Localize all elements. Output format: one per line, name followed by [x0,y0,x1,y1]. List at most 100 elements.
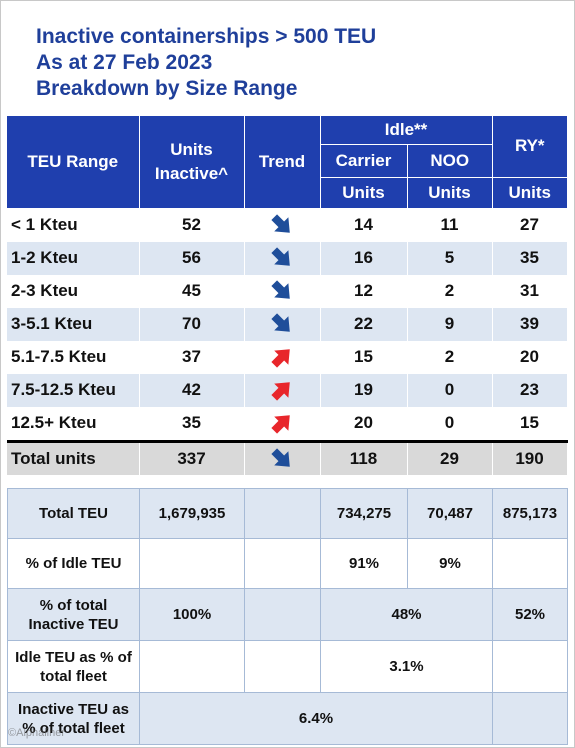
summary-row-pct-idle: % of Idle TEU 91% 9% [7,538,568,589]
pct-idle-empty-2 [244,538,321,589]
table-row: 2-3 Kteu 45 12 2 31 [7,274,568,308]
summary-row-total-teu: Total TEU 1,679,935 734,275 70,487 875,1… [7,488,568,539]
cell-trend [244,406,321,441]
header-noo-units: Units [407,177,493,209]
header-units-line1: Units [170,139,213,159]
inactive-pct-fleet-label-2: % of total fleet [22,719,125,737]
inactive-pct-fleet-label-1: Inactive TEU as [18,700,129,718]
summary-table: Total TEU 1,679,935 734,275 70,487 875,1… [7,488,568,745]
cell-carrier: 12 [320,274,408,308]
pct-total-inactive-idle: 48% [320,588,493,641]
idle-pct-fleet-label: Idle TEU as % of total fleet [7,640,140,693]
cell-trend [244,307,321,341]
pct-idle-label: % of Idle TEU [7,538,140,589]
cell-trend [244,373,321,407]
cell-range: 5.1-7.5 Kteu [7,340,140,374]
idle-pct-fleet-label-1: Idle TEU as % of [15,648,132,666]
title-line-2: As at 27 Feb 2023 [36,51,213,74]
total-units: 337 [139,439,245,475]
cell-noo: 0 [407,406,493,441]
cell-noo: 9 [407,307,493,341]
table-row: 12.5+ Kteu 35 20 0 15 [7,406,568,441]
cell-carrier: 19 [320,373,408,407]
cell-carrier: 16 [320,241,408,275]
summary-row-idle-pct-fleet: Idle TEU as % of total fleet 3.1% [7,640,568,693]
inactive-pct-fleet-empty [492,692,568,745]
cell-units: 52 [139,208,245,242]
trend-up-arrow-icon [271,382,290,401]
header-noo: NOO [407,144,492,178]
cell-noo: 2 [407,340,493,374]
cell-ry: 20 [492,340,568,374]
total-trend [244,439,321,475]
cell-carrier: 14 [320,208,408,242]
pct-total-inactive-label-2: Inactive TEU [28,615,119,633]
cell-units: 70 [139,307,245,341]
cell-range: 1-2 Kteu [7,241,140,275]
total-teu-label: Total TEU [7,488,140,539]
total-noo: 29 [407,439,493,475]
cell-units: 45 [139,274,245,308]
summary-row-pct-total-inactive: % of total Inactive TEU 100% 48% 52% [7,588,568,641]
trend-down-arrow-icon [271,280,290,299]
trend-down-arrow-icon [271,214,290,233]
trend-down-arrow-icon [271,247,290,266]
trend-up-arrow-icon [271,415,290,434]
size-range-table: TEU Range Units Inactive^ Trend Idle** R… [7,116,568,475]
header-carrier-units: Units [320,177,408,209]
cell-units: 37 [139,340,245,374]
cell-carrier: 15 [320,340,408,374]
header-units-line2: Inactive^ [154,163,229,183]
header-teu-range: TEU Range [7,116,140,209]
slide-title: Inactive containerships > 500 TEU As at … [36,24,376,102]
cell-trend [244,208,321,242]
trend-up-arrow-icon [271,349,290,368]
total-teu-inactive: 1,679,935 [139,488,245,539]
total-teu-trend-empty [244,488,321,539]
cell-carrier: 22 [320,307,408,341]
cell-units: 42 [139,373,245,407]
idle-pct-fleet-empty-1 [139,640,245,693]
summary-row-inactive-pct-fleet: Inactive TEU as % of total fleet ©Alphal… [7,692,568,745]
cell-range: 12.5+ Kteu [7,406,140,441]
table-row: 5.1-7.5 Kteu 37 15 2 20 [7,340,568,374]
trend-down-arrow-icon [271,313,290,332]
pct-total-inactive-label: % of total Inactive TEU [7,588,140,641]
header-idle: Idle** [320,116,493,145]
total-carrier: 118 [320,439,408,475]
table-row: 1-2 Kteu 56 16 5 35 [7,241,568,275]
cell-range: 3-5.1 Kteu [7,307,140,341]
header-carrier: Carrier [320,144,408,178]
watermark: ©Alphaliner [8,727,66,739]
cell-ry: 23 [492,373,568,407]
idle-pct-fleet-empty-3 [492,640,568,693]
cell-trend [244,340,321,374]
cell-trend [244,241,321,275]
cell-ry: 31 [492,274,568,308]
cell-range: 7.5-12.5 Kteu [7,373,140,407]
idle-pct-fleet-empty-2 [244,640,321,693]
header-ry: RY* [492,116,567,178]
inactive-pct-fleet-label: Inactive TEU as % of total fleet ©Alphal… [7,692,140,745]
inactive-pct-fleet-value: 6.4% [139,692,493,745]
table-row: 7.5-12.5 Kteu 42 19 0 23 [7,373,568,407]
idle-pct-fleet-label-2: total fleet [40,667,107,685]
pct-total-inactive-ry: 52% [492,588,568,641]
pct-total-inactive-empty [244,588,321,641]
trend-down-arrow-icon [271,447,290,467]
title-line-3: Breakdown by Size Range [36,77,298,100]
cell-units: 56 [139,241,245,275]
cell-noo: 11 [407,208,493,242]
cell-carrier: 20 [320,406,408,441]
cell-trend [244,274,321,308]
cell-ry: 15 [492,406,568,441]
header-ry-units: Units [492,177,567,209]
total-ry: 190 [492,439,568,475]
table-row: < 1 Kteu 52 14 11 27 [7,208,568,242]
total-teu-ry: 875,173 [492,488,568,539]
cell-noo: 5 [407,241,493,275]
total-teu-noo: 70,487 [407,488,493,539]
cell-range: 2-3 Kteu [7,274,140,308]
cell-ry: 27 [492,208,568,242]
pct-total-inactive-value: 100% [139,588,245,641]
